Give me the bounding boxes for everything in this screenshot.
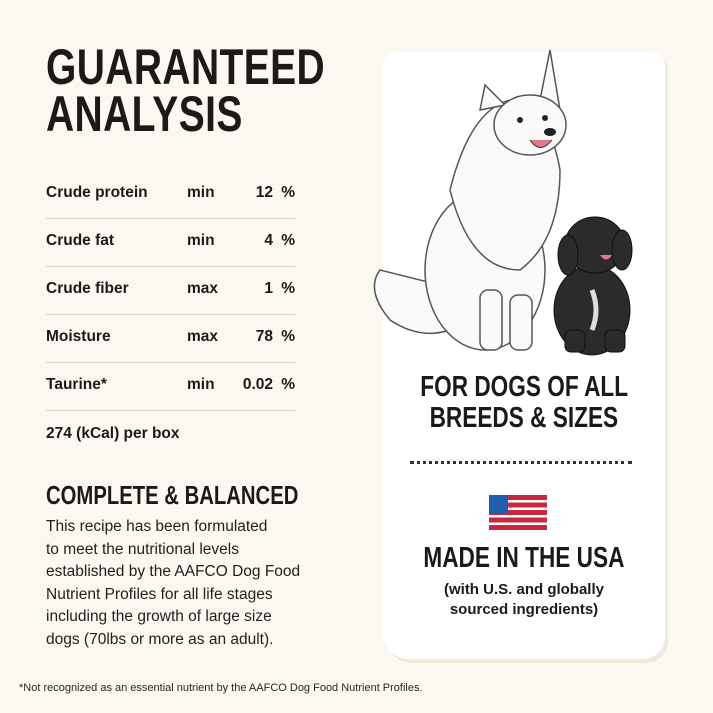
- title-line: GUARANTEED: [46, 39, 326, 95]
- title-line: ANALYSIS: [46, 86, 243, 142]
- heading-line: BREEDS & SIZES: [429, 402, 619, 434]
- complete-balanced-heading: COMPLETE & BALANCED: [46, 480, 370, 511]
- black-dog-icon: [553, 216, 633, 356]
- kcal-per-box: 274 (kCal) per box: [46, 425, 180, 442]
- qualifier: min: [187, 376, 215, 393]
- unit: %: [281, 232, 295, 249]
- heading-text: MADE IN THE USA: [423, 542, 625, 574]
- unit: %: [281, 280, 295, 297]
- table-row: Crude fiber max 1 %: [46, 266, 295, 315]
- nutrient-name: Moisture: [46, 328, 111, 345]
- unit: %: [281, 184, 295, 201]
- qualifier: min: [187, 184, 215, 201]
- value: 12: [255, 184, 273, 201]
- text-line: dogs (70lbs or more as an adult).: [46, 630, 274, 648]
- qualifier: max: [187, 280, 219, 297]
- nutrient-name: Taurine*: [46, 376, 107, 393]
- value: 0.02: [242, 376, 273, 393]
- complete-balanced-text: This recipe has been formulated to meet …: [46, 516, 346, 652]
- qualifier: max: [187, 328, 219, 345]
- value: 78: [255, 328, 273, 345]
- text-line: This recipe has been formulated: [46, 518, 268, 535]
- text-line: to meet the nutritional levels: [46, 540, 239, 558]
- qualifier: min: [187, 232, 215, 249]
- value: 1: [264, 280, 273, 297]
- table-row: Crude fat min 4 %: [46, 218, 295, 267]
- table-row: Crude protein min 12 %: [46, 170, 295, 219]
- white-dog-icon: [373, 49, 567, 351]
- us-flag-icon: [489, 495, 547, 530]
- subtitle-line: (with U.S. and globally: [443, 581, 604, 598]
- heading-text: COMPLETE & BALANCED: [46, 480, 299, 510]
- nutrient-name: Crude protein: [46, 184, 148, 201]
- value: 4: [264, 232, 273, 249]
- text-line: established by the AAFCO Dog Food: [46, 563, 301, 581]
- text-line: including the growth of large size: [46, 608, 272, 626]
- text-line: Nutrient Profiles for all life stages: [46, 585, 273, 603]
- breeds-heading: FOR DOGS OF ALL BREEDS & SIZES: [383, 372, 665, 434]
- made-in-usa-subtitle: (with U.S. and globally sourced ingredie…: [383, 580, 665, 620]
- heading-line: FOR DOGS OF ALL: [420, 371, 628, 403]
- page-title: GUARANTEED ANALYSIS: [46, 39, 404, 142]
- nutrient-name: Crude fat: [46, 232, 115, 249]
- footnote: *Not recognized as an essential nutrient…: [19, 682, 423, 694]
- dotted-divider: [410, 461, 632, 464]
- unit: %: [281, 328, 295, 345]
- made-in-usa-heading: MADE IN THE USA: [383, 542, 665, 575]
- unit: %: [281, 376, 295, 393]
- table-row: Moisture max 78 %: [46, 314, 295, 363]
- nutrient-name: Crude fiber: [46, 280, 129, 297]
- table-row: Taurine* min 0.02 %: [46, 362, 295, 411]
- dogs-illustration: [373, 49, 633, 356]
- subtitle-line: sourced ingredients): [449, 601, 599, 618]
